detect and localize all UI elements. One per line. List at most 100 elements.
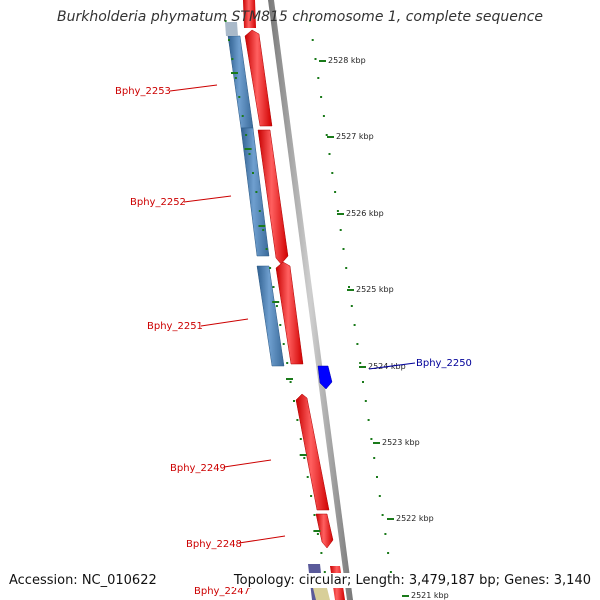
gene-label-bphy-2248[interactable]: Bphy_2248 (186, 539, 242, 550)
ruler-dot (245, 134, 248, 136)
leader-line-bphy-2253 (169, 84, 218, 92)
ruler-label-2523: 2523 kbp (382, 438, 420, 447)
gene-label-bphy-2253[interactable]: Bphy_2253 (115, 86, 171, 97)
gene-labels: Bphy_2253 Bphy_2252 Bphy_2251 Bphy_2250 … (115, 84, 472, 597)
ruler-inner-tick (244, 148, 252, 150)
ruler-inner-tick (258, 225, 266, 227)
forward-strand-genes (243, 0, 345, 600)
leader-line-bphy-2249 (223, 459, 272, 468)
gene-bar-bphy-2251-reverse (256, 265, 285, 367)
ruler-dot (373, 457, 376, 459)
map-title: Burkholderia phymatum STM815 chromosome … (56, 9, 543, 25)
ruler-dot (342, 248, 345, 250)
gene-bar-bphy-2252-reverse (240, 127, 270, 257)
ruler-major-tick (402, 595, 409, 597)
ruler-label-2525: 2525 kbp (356, 285, 394, 294)
ruler-major-tick (373, 442, 380, 444)
ruler-label-2522: 2522 kbp (396, 514, 434, 523)
ruler-dot (334, 191, 337, 193)
ruler-dot (262, 229, 265, 231)
backbone-track (268, 0, 353, 600)
ruler-dot (345, 267, 348, 269)
ruler-inner-tick (299, 454, 307, 456)
ruler-dot (364, 400, 367, 402)
ruler-inner-tick (272, 301, 280, 303)
ruler-dot (317, 77, 320, 79)
ruler-dot (258, 210, 261, 212)
gene-bar-bphy-2250 (317, 365, 333, 390)
leader-line-bphy-2250 (368, 362, 416, 370)
ruler-major-tick (387, 518, 394, 520)
ruler-dot (350, 305, 353, 307)
gene-bar-bphy-2253-forward (244, 29, 273, 127)
leader-line-bphy-2252 (183, 195, 232, 203)
ruler-dot (376, 476, 378, 478)
ruler-dot (231, 58, 234, 60)
ruler-dot (234, 77, 237, 79)
leader-line-bphy-2251 (200, 318, 249, 327)
ruler-dot (296, 419, 299, 421)
ruler-dot (306, 476, 309, 478)
ruler-major-tick (337, 213, 344, 215)
gene-bar-bphy-2251-forward (275, 261, 304, 365)
ruler-dot (353, 324, 356, 326)
ruler-dot (314, 58, 317, 60)
ruler-major-tick (327, 136, 334, 138)
gene-label-bphy-2249[interactable]: Bphy_2249 (170, 463, 226, 474)
ruler-dot (248, 153, 251, 155)
ruler-dot (299, 438, 302, 440)
ruler-dot (238, 96, 241, 98)
ruler-dot (265, 248, 268, 250)
ruler-dot (381, 514, 384, 516)
ruler-dot (389, 571, 392, 573)
gene-label-bphy-2250[interactable]: Bphy_2250 (416, 358, 472, 369)
ruler-dot (336, 210, 339, 212)
ruler-dot (362, 381, 364, 383)
gene-bar-top-red (243, 0, 256, 28)
gene-bar-top-fragment (225, 22, 238, 36)
ruler-inner-tick (286, 378, 293, 380)
ruler-label-2528: 2528 kbp (328, 56, 366, 65)
ruler-dot (322, 115, 325, 117)
ruler-dot (316, 533, 319, 535)
gene-label-bphy-2252[interactable]: Bphy_2252 (130, 197, 186, 208)
ruler-dot (323, 571, 326, 573)
ruler-major-tick (347, 289, 354, 291)
ruler-dot (308, 20, 311, 22)
ruler-dot (228, 39, 230, 41)
ruler-label-2527: 2527 kbp (336, 132, 374, 141)
ruler-dot (311, 39, 314, 41)
ruler-dot (286, 362, 289, 364)
ruler-dot (320, 552, 323, 554)
ruler-dot (293, 400, 295, 402)
ruler-dot (356, 343, 359, 345)
gene-label-bphy-2247[interactable]: Bphy_2247 (194, 586, 250, 597)
ruler-label-2526: 2526 kbp (346, 209, 384, 218)
ruler-dots (224, 20, 392, 573)
ruler-dot (359, 362, 362, 364)
ruler-dot (367, 419, 370, 421)
ruler-inner-tick (313, 530, 321, 532)
ruler-dot (282, 343, 285, 345)
ruler-dot (275, 305, 278, 307)
ruler-dot (384, 533, 387, 535)
ruler-major-tick (319, 60, 326, 62)
gene-label-bphy-2251[interactable]: Bphy_2251 (147, 321, 203, 332)
sequence-summary-text: Topology: circular; Length: 3,479,187 bp… (233, 573, 591, 588)
ruler-dot (224, 20, 227, 22)
ruler-dot (348, 286, 350, 288)
ruler-major-tick (359, 366, 366, 368)
reverse-strand-genes (225, 22, 285, 367)
ruler-dot (241, 115, 244, 117)
ruler-dot (339, 229, 342, 231)
ruler-dot (272, 286, 275, 288)
ruler-dot (252, 172, 254, 174)
ruler-label-2521: 2521 kbp (411, 591, 449, 600)
ruler-dot (310, 495, 313, 497)
ruler-dot (378, 495, 381, 497)
ruler-dot (370, 438, 373, 440)
ruler-dot (325, 134, 328, 136)
ruler-dot (320, 96, 323, 98)
gene-bar-bphy-2252-forward (257, 129, 289, 265)
